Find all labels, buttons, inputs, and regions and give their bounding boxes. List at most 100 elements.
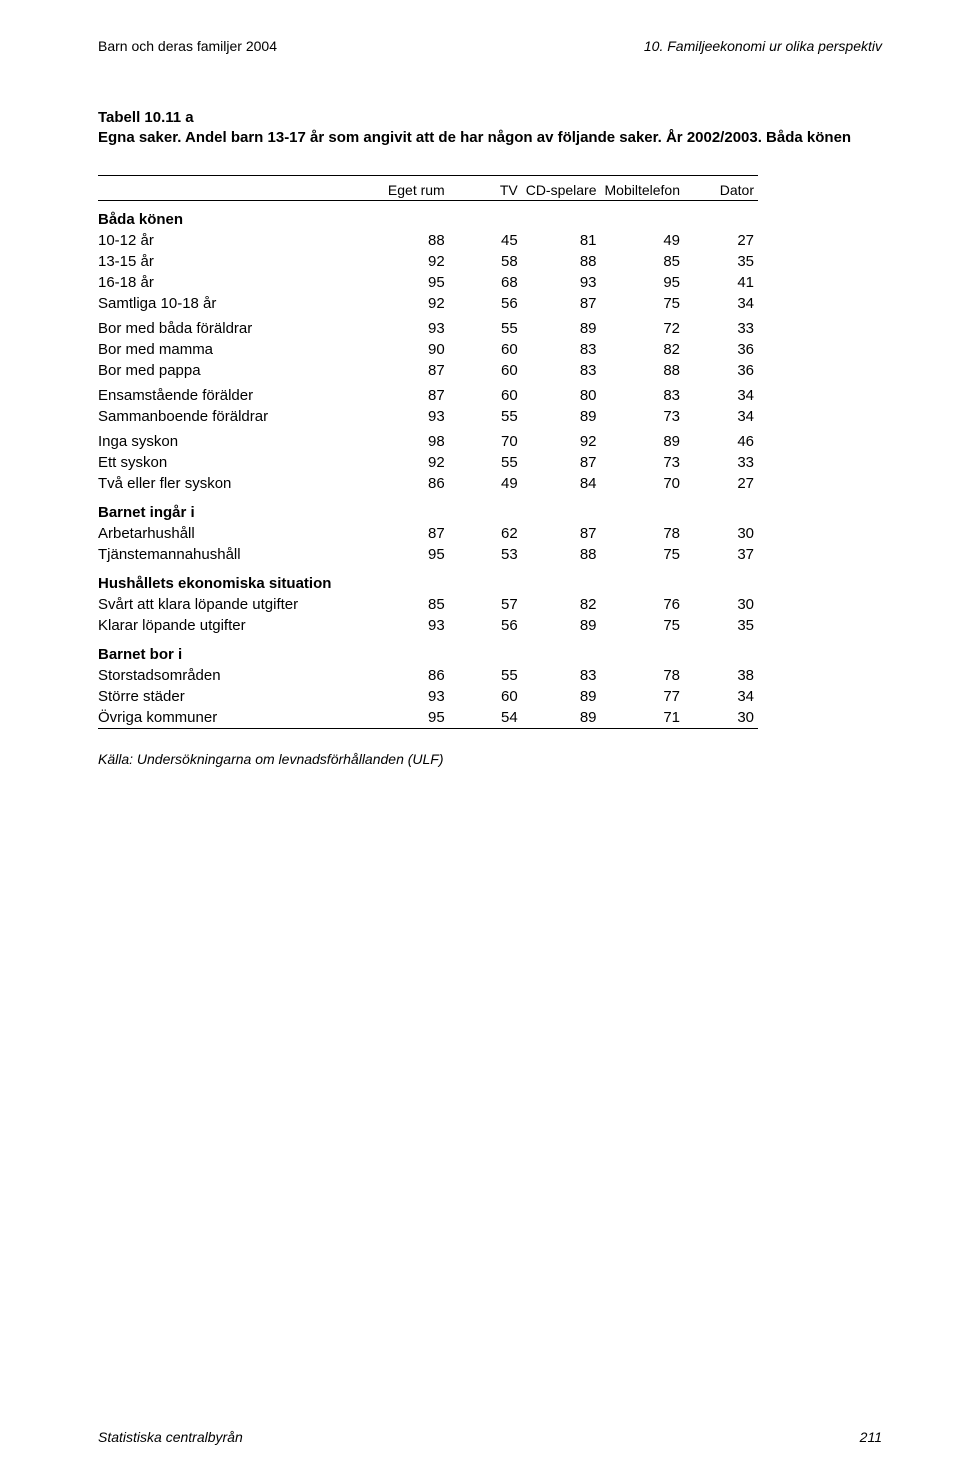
cell-value: 55 bbox=[449, 406, 522, 427]
table-body: Båda könen10-12 år884581492713-15 år9258… bbox=[98, 200, 758, 728]
cell-value: 98 bbox=[373, 431, 448, 452]
cell-value: 89 bbox=[522, 406, 601, 427]
col-header-2: CD-spelare bbox=[522, 180, 601, 201]
table-row: Bor med pappa8760838836 bbox=[98, 360, 758, 381]
table-row: Bor med mamma9060838236 bbox=[98, 339, 758, 360]
row-label: Bor med mamma bbox=[98, 339, 373, 360]
cell-value: 75 bbox=[601, 615, 685, 636]
cell-value: 36 bbox=[684, 360, 758, 381]
row-label: Bor med pappa bbox=[98, 360, 373, 381]
section-header-row: Barnet bor i bbox=[98, 636, 758, 665]
cell-value: 30 bbox=[684, 707, 758, 729]
cell-value: 60 bbox=[449, 686, 522, 707]
cell-value: 38 bbox=[684, 665, 758, 686]
cell-value: 83 bbox=[522, 665, 601, 686]
cell-value: 34 bbox=[684, 293, 758, 314]
cell-value: 49 bbox=[601, 230, 685, 251]
row-label: 10-12 år bbox=[98, 230, 373, 251]
cell-value: 95 bbox=[373, 272, 448, 293]
table-row: Bor med båda föräldrar9355897233 bbox=[98, 318, 758, 339]
cell-value: 33 bbox=[684, 452, 758, 473]
col-header-4: Dator bbox=[684, 180, 758, 201]
running-header-left: Barn och deras familjer 2004 bbox=[98, 38, 277, 54]
section-header-label: Barnet ingår i bbox=[98, 494, 758, 523]
table-row: Klarar löpande utgifter9356897535 bbox=[98, 615, 758, 636]
table-row: 10-12 år8845814927 bbox=[98, 230, 758, 251]
row-label: Samtliga 10-18 år bbox=[98, 293, 373, 314]
table-row: Svårt att klara löpande utgifter85578276… bbox=[98, 594, 758, 615]
running-header: Barn och deras familjer 2004 10. Familje… bbox=[98, 38, 882, 54]
cell-value: 87 bbox=[373, 523, 448, 544]
caption-line1: Tabell 10.11 a bbox=[98, 108, 882, 128]
table-row: Inga syskon9870928946 bbox=[98, 431, 758, 452]
section-header-label: Båda könen bbox=[98, 200, 758, 230]
cell-value: 68 bbox=[449, 272, 522, 293]
running-header-right: 10. Familjeekonomi ur olika perspektiv bbox=[644, 38, 882, 54]
cell-value: 93 bbox=[373, 406, 448, 427]
cell-value: 90 bbox=[373, 339, 448, 360]
section-header-label: Barnet bor i bbox=[98, 636, 758, 665]
cell-value: 92 bbox=[522, 431, 601, 452]
cell-value: 86 bbox=[373, 473, 448, 494]
cell-value: 87 bbox=[522, 452, 601, 473]
cell-value: 92 bbox=[373, 293, 448, 314]
cell-value: 93 bbox=[373, 318, 448, 339]
cell-value: 78 bbox=[601, 665, 685, 686]
cell-value: 88 bbox=[601, 360, 685, 381]
cell-value: 53 bbox=[449, 544, 522, 565]
cell-value: 55 bbox=[449, 452, 522, 473]
cell-value: 45 bbox=[449, 230, 522, 251]
section-header-row: Hushållets ekonomiska situation bbox=[98, 565, 758, 594]
cell-value: 41 bbox=[684, 272, 758, 293]
cell-value: 60 bbox=[449, 339, 522, 360]
cell-value: 86 bbox=[373, 665, 448, 686]
cell-value: 72 bbox=[601, 318, 685, 339]
cell-value: 95 bbox=[373, 544, 448, 565]
cell-value: 82 bbox=[601, 339, 685, 360]
cell-value: 78 bbox=[601, 523, 685, 544]
cell-value: 73 bbox=[601, 406, 685, 427]
table-caption: Tabell 10.11 a Egna saker. Andel barn 13… bbox=[98, 108, 882, 149]
row-label: Arbetarhushåll bbox=[98, 523, 373, 544]
source-note: Källa: Undersökningarna om levnadsförhål… bbox=[98, 751, 882, 767]
table-row: Ett syskon9255877333 bbox=[98, 452, 758, 473]
cell-value: 55 bbox=[449, 665, 522, 686]
cell-value: 82 bbox=[522, 594, 601, 615]
cell-value: 56 bbox=[449, 615, 522, 636]
caption-line2: Egna saker. Andel barn 13-17 år som angi… bbox=[98, 128, 882, 148]
table-row: Två eller fler syskon8649847027 bbox=[98, 473, 758, 494]
cell-value: 83 bbox=[522, 360, 601, 381]
row-label: Storstadsområden bbox=[98, 665, 373, 686]
row-label: 13-15 år bbox=[98, 251, 373, 272]
row-label: Svårt att klara löpande utgifter bbox=[98, 594, 373, 615]
row-label: Klarar löpande utgifter bbox=[98, 615, 373, 636]
cell-value: 36 bbox=[684, 339, 758, 360]
cell-value: 95 bbox=[601, 272, 685, 293]
section-header-label: Hushållets ekonomiska situation bbox=[98, 565, 758, 594]
cell-value: 87 bbox=[373, 360, 448, 381]
cell-value: 85 bbox=[373, 594, 448, 615]
cell-value: 70 bbox=[601, 473, 685, 494]
table-row: 13-15 år9258888535 bbox=[98, 251, 758, 272]
cell-value: 30 bbox=[684, 523, 758, 544]
cell-value: 93 bbox=[373, 686, 448, 707]
cell-value: 75 bbox=[601, 544, 685, 565]
row-label: Sammanboende föräldrar bbox=[98, 406, 373, 427]
cell-value: 60 bbox=[449, 385, 522, 406]
row-label: Ett syskon bbox=[98, 452, 373, 473]
cell-value: 33 bbox=[684, 318, 758, 339]
footer-left: Statistiska centralbyrån bbox=[98, 1429, 243, 1445]
cell-value: 71 bbox=[601, 707, 685, 729]
row-label: Ensamstående förälder bbox=[98, 385, 373, 406]
table-row: Tjänstemannahushåll9553887537 bbox=[98, 544, 758, 565]
table-row: Samtliga 10-18 år9256877534 bbox=[98, 293, 758, 314]
cell-value: 56 bbox=[449, 293, 522, 314]
cell-value: 93 bbox=[373, 615, 448, 636]
cell-value: 88 bbox=[373, 230, 448, 251]
row-label: Inga syskon bbox=[98, 431, 373, 452]
data-table: Eget rum TV CD-spelare Mobiltelefon Dato… bbox=[98, 175, 758, 729]
cell-value: 81 bbox=[522, 230, 601, 251]
row-label: Övriga kommuner bbox=[98, 707, 373, 729]
cell-value: 30 bbox=[684, 594, 758, 615]
cell-value: 37 bbox=[684, 544, 758, 565]
